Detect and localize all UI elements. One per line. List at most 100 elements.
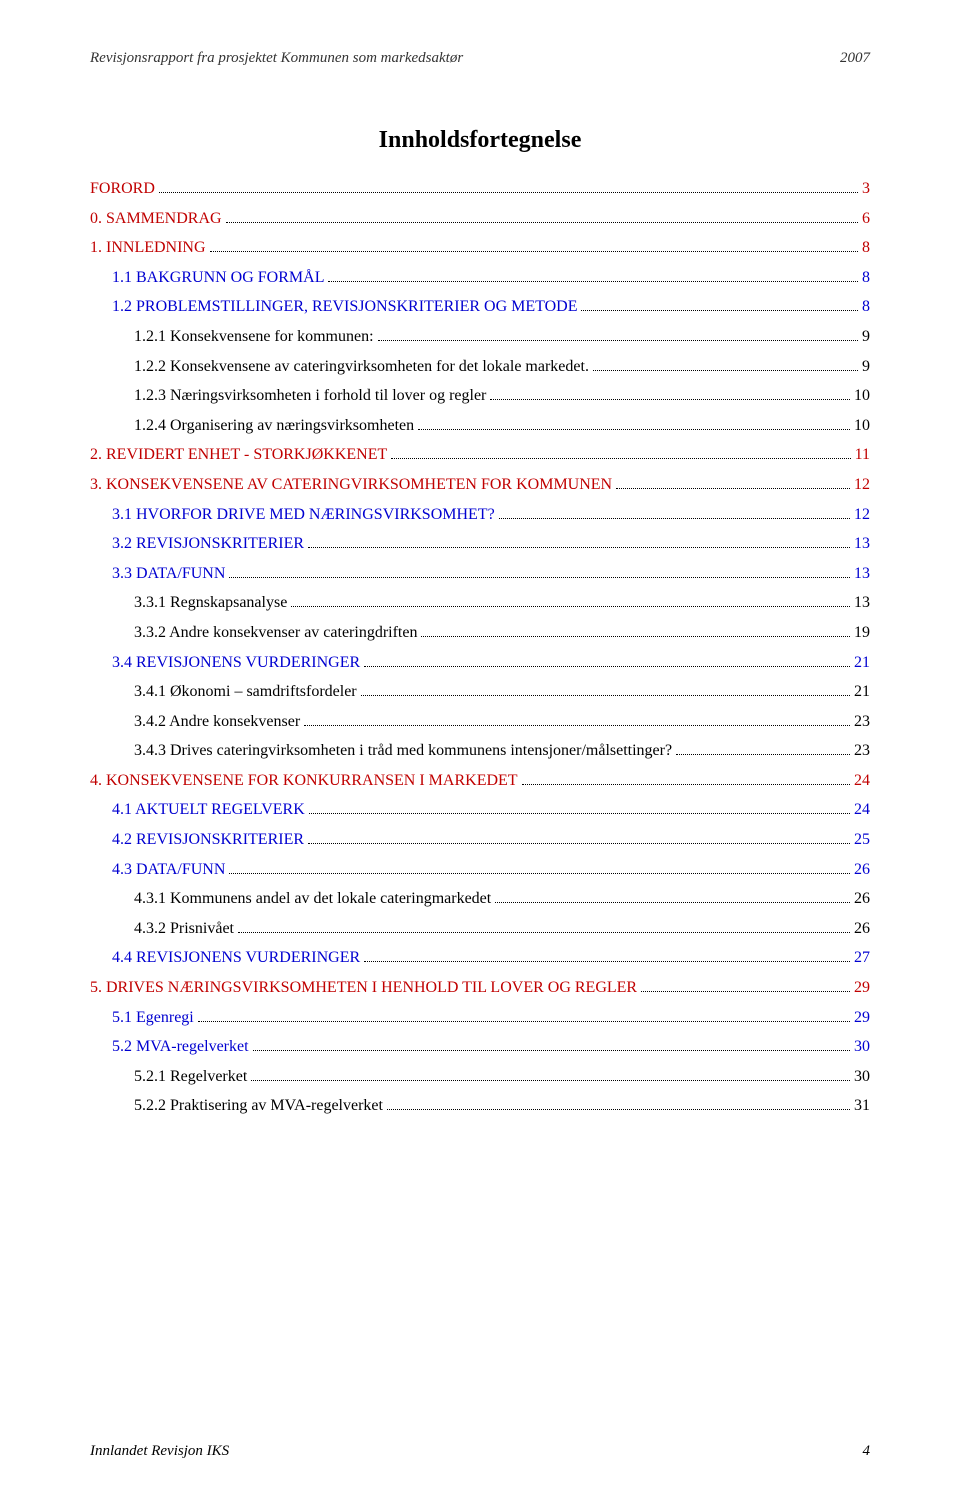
toc-entry: 4.2 REVISJONSKRITERIER 25 [90, 825, 870, 855]
toc-entry: 4. KONSEKVENSENE FOR KONKURRANSEN I MARK… [90, 766, 870, 796]
toc-entry: 3.1 HVORFOR DRIVE MED NÆRINGSVIRKSOMHET?… [90, 500, 870, 530]
toc-entry-label: 1.2.3 Næringsvirksomheten i forhold til … [134, 381, 486, 411]
toc-entry-label: 4.1 AKTUELT REGELVERK [112, 795, 305, 825]
toc-leader-dots [364, 961, 850, 962]
toc-entry-label: 3.3.1 Regnskapsanalyse [134, 588, 287, 618]
toc-entry-page: 3 [862, 174, 870, 204]
toc-entry-page: 13 [854, 588, 870, 618]
toc-entry-page: 8 [862, 292, 870, 322]
toc-entry-label: 1. INNLEDNING [90, 233, 206, 263]
toc-leader-dots [581, 310, 858, 311]
toc-entry: 5.2.1 Regelverket 30 [90, 1062, 870, 1092]
toc-entry: 4.3.1 Kommunens andel av det lokale cate… [90, 884, 870, 914]
toc-entry-page: 26 [854, 884, 870, 914]
toc-entry-page: 13 [854, 559, 870, 589]
toc-leader-dots [308, 547, 850, 548]
toc-leader-dots [593, 370, 858, 371]
toc-entry-label: 1.2.4 Organisering av næringsvirksomhete… [134, 411, 414, 441]
toc-entry: 1.2.2 Konsekvensene av cateringvirksomhe… [90, 352, 870, 382]
toc-entry-page: 24 [854, 795, 870, 825]
toc-entry-label: 2. REVIDERT ENHET - STORKJØKKENET [90, 440, 387, 470]
toc-entry-page: 29 [854, 973, 870, 1003]
toc-entry: 4.3.2 Prisnivået 26 [90, 914, 870, 944]
toc-entry: 5.2.2 Praktisering av MVA-regelverket 31 [90, 1091, 870, 1121]
toc-entry-page: 6 [862, 204, 870, 234]
toc-entry: FORORD 3 [90, 174, 870, 204]
toc-entry-page: 27 [854, 943, 870, 973]
toc-leader-dots [328, 281, 858, 282]
toc-leader-dots [378, 340, 858, 341]
toc-leader-dots [210, 251, 858, 252]
toc-entry-page: 19 [854, 618, 870, 648]
toc-entry-label: 0. SAMMENDRAG [90, 204, 222, 234]
toc-entry-label: 5.2 MVA-regelverket [112, 1032, 249, 1062]
toc-entry-label: 3.4.2 Andre konsekvenser [134, 707, 300, 737]
toc-entry-label: 4.3.2 Prisnivået [134, 914, 234, 944]
toc-leader-dots [229, 873, 850, 874]
toc-entry-page: 30 [854, 1032, 870, 1062]
toc-entry: 1.2.4 Organisering av næringsvirksomhete… [90, 411, 870, 441]
toc-entry: 5.2 MVA-regelverket 30 [90, 1032, 870, 1062]
toc-entry-page: 23 [854, 736, 870, 766]
toc-entry: 0. SAMMENDRAG 6 [90, 204, 870, 234]
toc-entry: 3.4 REVISJONENS VURDERINGER 21 [90, 648, 870, 678]
toc-entry-label: 1.2 PROBLEMSTILLINGER, REVISJONSKRITERIE… [112, 292, 577, 322]
toc-entry-page: 13 [854, 529, 870, 559]
toc-container: FORORD 30. SAMMENDRAG 61. INNLEDNING 81.… [90, 174, 870, 1121]
toc-entry: 4.1 AKTUELT REGELVERK 24 [90, 795, 870, 825]
header-left: Revisjonsrapport fra prosjektet Kommunen… [90, 50, 463, 67]
toc-entry-page: 26 [854, 914, 870, 944]
toc-entry-page: 10 [854, 411, 870, 441]
toc-leader-dots [641, 991, 850, 992]
toc-entry-page: 8 [862, 263, 870, 293]
footer-page-number: 4 [863, 1443, 871, 1460]
toc-entry: 3.2 REVISJONSKRITERIER 13 [90, 529, 870, 559]
toc-entry-label: 1.2.2 Konsekvensene av cateringvirksomhe… [134, 352, 589, 382]
toc-leader-dots [226, 222, 858, 223]
toc-entry: 4.4 REVISJONENS VURDERINGER 27 [90, 943, 870, 973]
toc-entry-label: 3.2 REVISJONSKRITERIER [112, 529, 304, 559]
toc-leader-dots [490, 399, 850, 400]
toc-leader-dots [309, 813, 850, 814]
toc-entry-page: 30 [854, 1062, 870, 1092]
toc-entry-label: 3.4.1 Økonomi – samdriftsfordeler [134, 677, 357, 707]
toc-entry-label: 4.2 REVISJONSKRITERIER [112, 825, 304, 855]
toc-entry-page: 21 [854, 677, 870, 707]
toc-entry: 3.4.1 Økonomi – samdriftsfordeler 21 [90, 677, 870, 707]
toc-entry: 2. REVIDERT ENHET - STORKJØKKENET 11 [90, 440, 870, 470]
toc-entry: 3.3 DATA/FUNN 13 [90, 559, 870, 589]
header-right: 2007 [840, 50, 870, 67]
toc-title: Innholdsfortegnelse [90, 127, 870, 154]
page-header: Revisjonsrapport fra prosjektet Kommunen… [90, 50, 870, 67]
toc-leader-dots [418, 429, 850, 430]
toc-leader-dots [304, 725, 850, 726]
toc-leader-dots [291, 606, 850, 607]
toc-entry: 5. DRIVES NÆRINGSVIRKSOMHETEN I HENHOLD … [90, 973, 870, 1003]
toc-entry-label: 3. KONSEKVENSENE AV CATERINGVIRKSOMHETEN… [90, 470, 612, 500]
toc-leader-dots [159, 192, 858, 193]
toc-leader-dots [499, 518, 850, 519]
toc-leader-dots [391, 458, 850, 459]
toc-leader-dots [238, 932, 850, 933]
toc-entry: 3.4.2 Andre konsekvenser 23 [90, 707, 870, 737]
toc-entry-label: 5. DRIVES NÆRINGSVIRKSOMHETEN I HENHOLD … [90, 973, 637, 1003]
toc-entry-label: 3.3 DATA/FUNN [112, 559, 225, 589]
toc-entry: 1.2.1 Konsekvensene for kommunen: 9 [90, 322, 870, 352]
page-footer: Innlandet Revisjon IKS 4 [90, 1443, 870, 1460]
toc-entry-page: 10 [854, 381, 870, 411]
toc-leader-dots [495, 902, 850, 903]
toc-leader-dots [198, 1021, 850, 1022]
toc-entry-label: 3.4.3 Drives cateringvirksomheten i tråd… [134, 736, 672, 766]
document-page: Revisjonsrapport fra prosjektet Kommunen… [0, 0, 960, 1500]
toc-leader-dots [616, 488, 850, 489]
toc-leader-dots [676, 754, 850, 755]
toc-leader-dots [387, 1109, 850, 1110]
toc-entry-label: 3.3.2 Andre konsekvenser av cateringdrif… [134, 618, 417, 648]
toc-entry: 3. KONSEKVENSENE AV CATERINGVIRKSOMHETEN… [90, 470, 870, 500]
toc-entry-page: 12 [854, 470, 870, 500]
toc-entry: 1.1 BAKGRUNN OG FORMÅL 8 [90, 263, 870, 293]
toc-entry-label: 1.1 BAKGRUNN OG FORMÅL [112, 263, 324, 293]
toc-leader-dots [308, 843, 850, 844]
toc-entry: 3.4.3 Drives cateringvirksomheten i tråd… [90, 736, 870, 766]
footer-left: Innlandet Revisjon IKS [90, 1443, 229, 1460]
